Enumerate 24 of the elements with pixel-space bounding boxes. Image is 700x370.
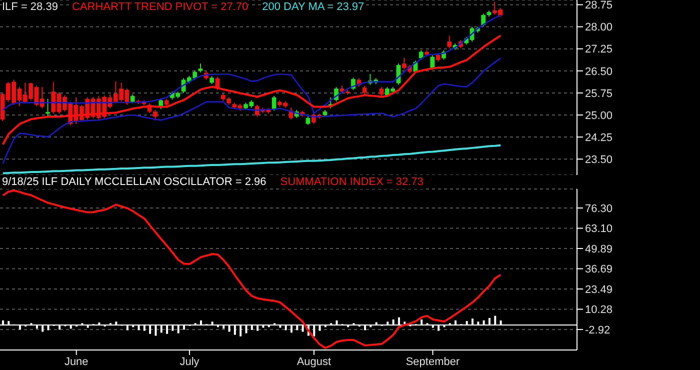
text: CARHARTT TREND PIVOT = 27.70: [72, 0, 248, 14]
text: 9/18/25 ILF DAILY MCCLELLAN OSCILLATOR = 2.96: [2, 175, 266, 189]
y-tick-label: 26.50: [585, 66, 613, 78]
y-tick-label: -2.92: [585, 324, 610, 336]
y-tick-label: 28.75: [585, 0, 613, 12]
y-tick-label: 28.00: [585, 22, 613, 34]
y-tick-label: 63.10: [585, 223, 613, 236]
y-tick-label: 76.30: [585, 202, 613, 215]
x-tick-label: August: [296, 356, 332, 368]
x-tick-label: September: [406, 356, 460, 368]
y-tick-label: 24.25: [585, 132, 613, 144]
x-tick-label: June: [64, 356, 88, 368]
chart-title: ILF = 28.39: [2, 0, 58, 14]
x-tick-label: July: [180, 356, 200, 368]
y-tick-label: 23.49: [585, 284, 613, 296]
text: SUMMATION INDEX = 32.73: [280, 175, 424, 189]
y-tick-label: 36.69: [585, 264, 613, 276]
y-tick-label: 25.00: [585, 110, 613, 122]
y-tick-label: 25.75: [585, 88, 613, 100]
y-tick-label: 23.50: [585, 154, 613, 166]
y-tick-label: 27.25: [585, 44, 613, 56]
y-tick-label: 10.28: [585, 304, 613, 316]
y-tick-label: 49.89: [585, 243, 613, 256]
text: 200 DAY MA = 23.97: [262, 0, 364, 14]
